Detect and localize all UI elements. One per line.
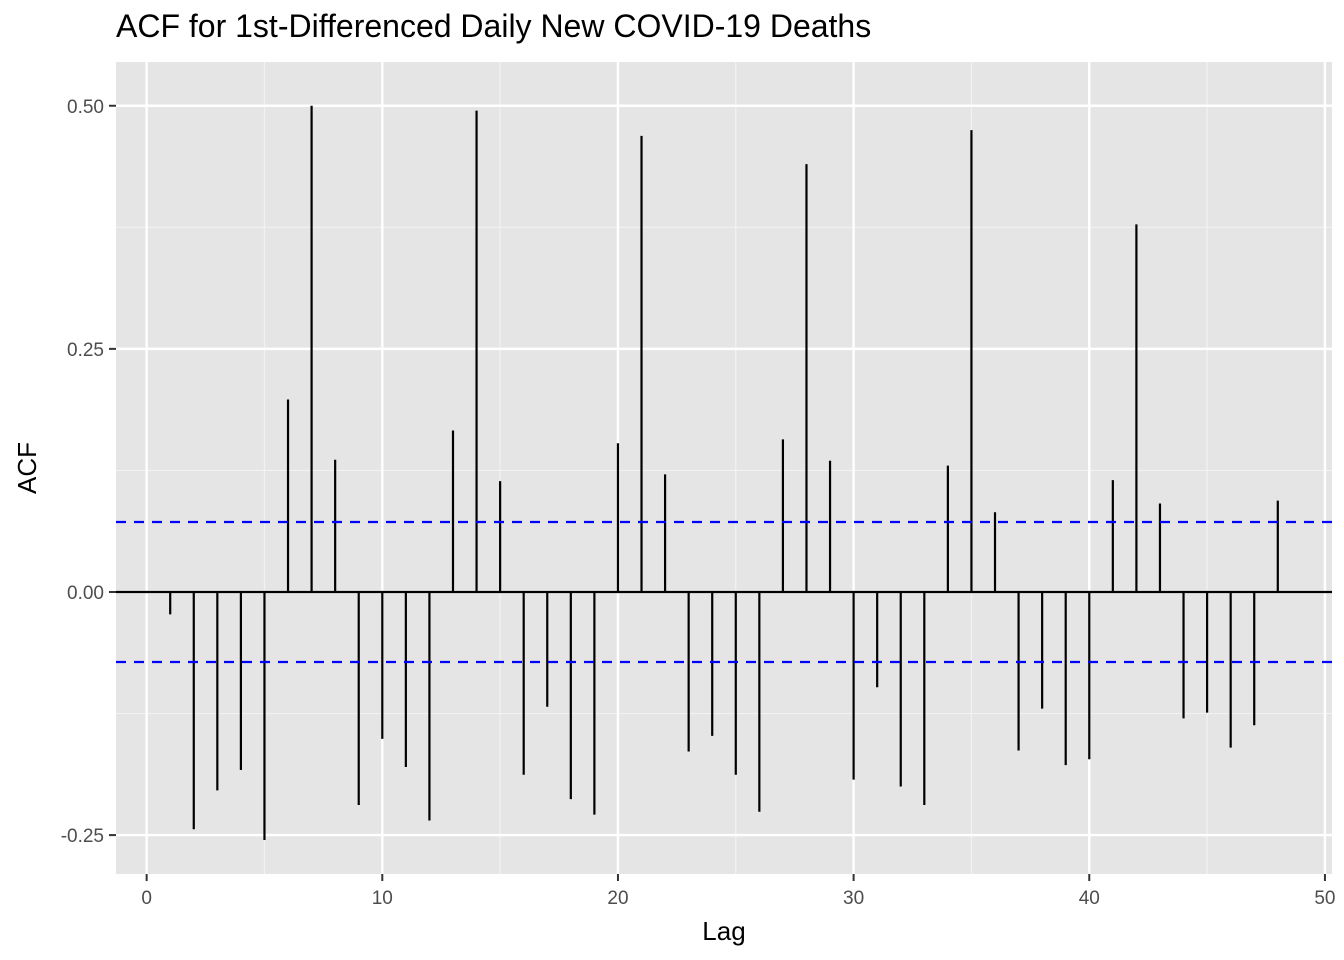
y-tick-label: 0.25 (67, 340, 104, 361)
x-tick-label: 0 (141, 888, 152, 909)
confidence-bounds (116, 520, 1332, 664)
y-tick-label: 0.00 (67, 583, 104, 604)
x-tick-label: 50 (1314, 888, 1335, 909)
x-tick-label: 20 (607, 888, 628, 909)
acf-bars (116, 105, 1332, 840)
axes: -0.25 0.00 0.25 0.50 0 10 20 30 40 50 (61, 97, 1336, 909)
x-tick-label: 10 (372, 888, 393, 909)
chart-title: ACF for 1st-Differenced Daily New COVID-… (116, 8, 872, 44)
y-tick-label: 0.50 (67, 97, 104, 118)
minor-gridlines (116, 62, 1332, 874)
y-axis-title: ACF (12, 442, 42, 494)
x-tick-label: 40 (1079, 888, 1100, 909)
x-axis-title: Lag (702, 916, 745, 946)
plot-panel (116, 62, 1332, 874)
x-tick-label: 30 (843, 888, 864, 909)
y-tick-label: -0.25 (61, 826, 104, 847)
